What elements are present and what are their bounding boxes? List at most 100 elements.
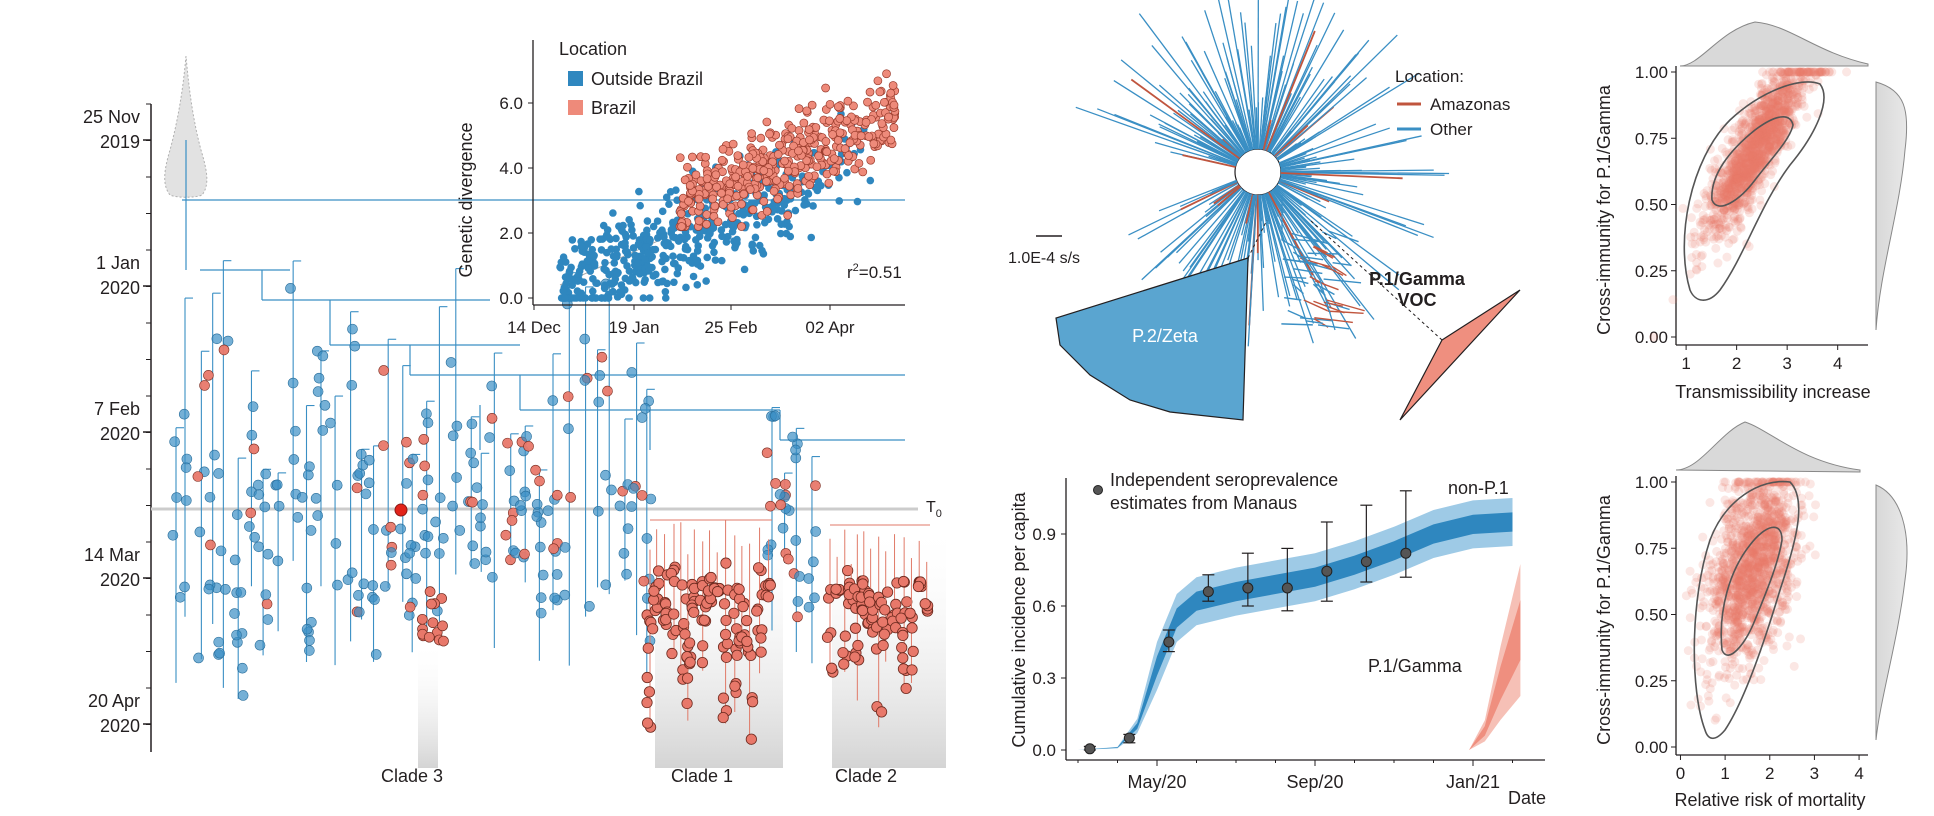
- posterior-sample: [1773, 95, 1783, 105]
- posterior-sample: [1763, 104, 1773, 114]
- joint-y-tick-label: 0.75: [1635, 129, 1668, 148]
- posterior-sample: [1683, 646, 1693, 656]
- posterior-sample: [1751, 119, 1761, 129]
- rtt-point-outside-brazil: [749, 247, 758, 255]
- posterior-sample: [1774, 108, 1784, 118]
- posterior-sample: [1718, 574, 1728, 584]
- posterior-sample: [1804, 491, 1814, 501]
- posterior-sample: [1808, 67, 1818, 77]
- tip-brazil: [486, 413, 498, 424]
- tip-brazil: [897, 629, 909, 641]
- posterior-sample: [1772, 103, 1782, 113]
- tip-brazil: [762, 591, 774, 603]
- posterior-sample: [1734, 152, 1744, 162]
- posterior-sample: [1711, 226, 1721, 236]
- posterior-sample: [1757, 147, 1767, 157]
- rtt-point-brazil: [854, 158, 864, 168]
- posterior-sample: [1768, 493, 1778, 503]
- tip-brazil: [912, 580, 925, 593]
- posterior-sample: [1727, 175, 1737, 185]
- posterior-sample: [1731, 170, 1741, 180]
- rtt-point-outside-brazil: [661, 287, 670, 296]
- rtt-point-outside-brazil: [728, 227, 737, 236]
- posterior-sample: [1754, 150, 1764, 160]
- rtt-point-brazil: [737, 222, 746, 231]
- rtt-x-tick-label: 25 Feb: [705, 318, 758, 337]
- posterior-sample: [1757, 156, 1767, 166]
- posterior-sample: [1752, 138, 1762, 148]
- clade3-background: [418, 640, 438, 768]
- tip-outside-brazil: [367, 580, 379, 591]
- posterior-sample: [1778, 93, 1788, 103]
- mortality-joint-panel: Relative risk of mortality Cross-immunit…: [1594, 421, 1908, 810]
- posterior-sample: [1756, 164, 1766, 174]
- posterior-sample: [1738, 143, 1748, 153]
- tip-outside-brazil: [363, 477, 375, 489]
- incidence-x-tick-label: Jan/21: [1446, 772, 1500, 792]
- rtt-point-outside-brazil: [634, 240, 643, 248]
- tip-brazil: [821, 631, 834, 643]
- rtt-point-outside-brazil: [604, 233, 613, 242]
- tip-brazil: [385, 559, 397, 571]
- rtt-point-outside-brazil: [773, 215, 782, 223]
- tip-outside-brazil: [640, 403, 651, 414]
- tip-outside-brazil: [504, 465, 516, 476]
- rtt-point-brazil: [889, 100, 899, 110]
- tip-brazil: [467, 496, 478, 508]
- posterior-sample: [1764, 97, 1774, 107]
- posterior-sample: [1736, 124, 1746, 134]
- tip-outside-brazil: [547, 395, 559, 406]
- branch-other: [1224, 77, 1251, 151]
- posterior-sample: [1766, 138, 1776, 148]
- posterior-sample: [1735, 161, 1745, 171]
- posterior-sample: [1761, 144, 1771, 154]
- posterior-sample: [1780, 101, 1790, 111]
- tip-brazil: [636, 490, 648, 501]
- posterior-sample: [1747, 136, 1757, 146]
- tip-brazil: [792, 611, 803, 623]
- rtt-point-brazil: [829, 154, 839, 164]
- posterior-sample: [1706, 165, 1716, 175]
- rtt-point-brazil: [812, 162, 822, 172]
- posterior-sample: [1744, 140, 1754, 150]
- posterior-sample: [1775, 102, 1785, 112]
- branch-amazonas: [1182, 154, 1236, 168]
- rtt-point-outside-brazil: [751, 233, 760, 242]
- rtt-point-brazil: [807, 100, 817, 110]
- posterior-sample: [1764, 139, 1774, 149]
- tip-brazil: [720, 557, 732, 569]
- posterior-sample: [1756, 155, 1766, 165]
- posterior-sample: [1749, 172, 1759, 182]
- posterior-sample: [1725, 222, 1735, 232]
- tip-outside-brazil: [229, 608, 240, 619]
- rtt-point-brazil: [728, 139, 738, 149]
- posterior-sample: [1727, 186, 1737, 196]
- posterior-sample: [1737, 179, 1747, 189]
- rtt-point-outside-brazil: [809, 202, 817, 210]
- rtt-point-outside-brazil: [621, 247, 630, 256]
- tip-outside-brazil: [628, 483, 639, 494]
- posterior-sample: [1751, 154, 1761, 164]
- radial-legend-title: Location:: [1395, 67, 1464, 86]
- tip-outside-brazil: [401, 568, 412, 580]
- rtt-point-brazil: [793, 184, 803, 193]
- tip-brazil: [783, 553, 794, 565]
- rtt-point-brazil: [702, 210, 712, 219]
- posterior-sample: [1731, 177, 1741, 187]
- phylo-tick-label: 14 Mar: [84, 545, 140, 565]
- posterior-sample: [1783, 142, 1793, 152]
- rtt-point-brazil: [802, 156, 812, 166]
- tip-brazil: [423, 631, 435, 643]
- posterior-sample: [1758, 135, 1768, 145]
- rtt-point-brazil: [703, 182, 713, 191]
- posterior-sample: [1749, 151, 1759, 161]
- rtt-point-outside-brazil: [645, 294, 654, 302]
- branch-other: [1210, 143, 1239, 161]
- rtt-point-outside-brazil: [584, 264, 592, 273]
- branch-other: [1158, 179, 1237, 212]
- posterior-sample: [1717, 208, 1727, 218]
- rtt-point-brazil: [799, 118, 809, 128]
- posterior-sample: [1752, 162, 1762, 172]
- rtt-point-brazil: [794, 104, 804, 113]
- branch-other: [1314, 283, 1335, 296]
